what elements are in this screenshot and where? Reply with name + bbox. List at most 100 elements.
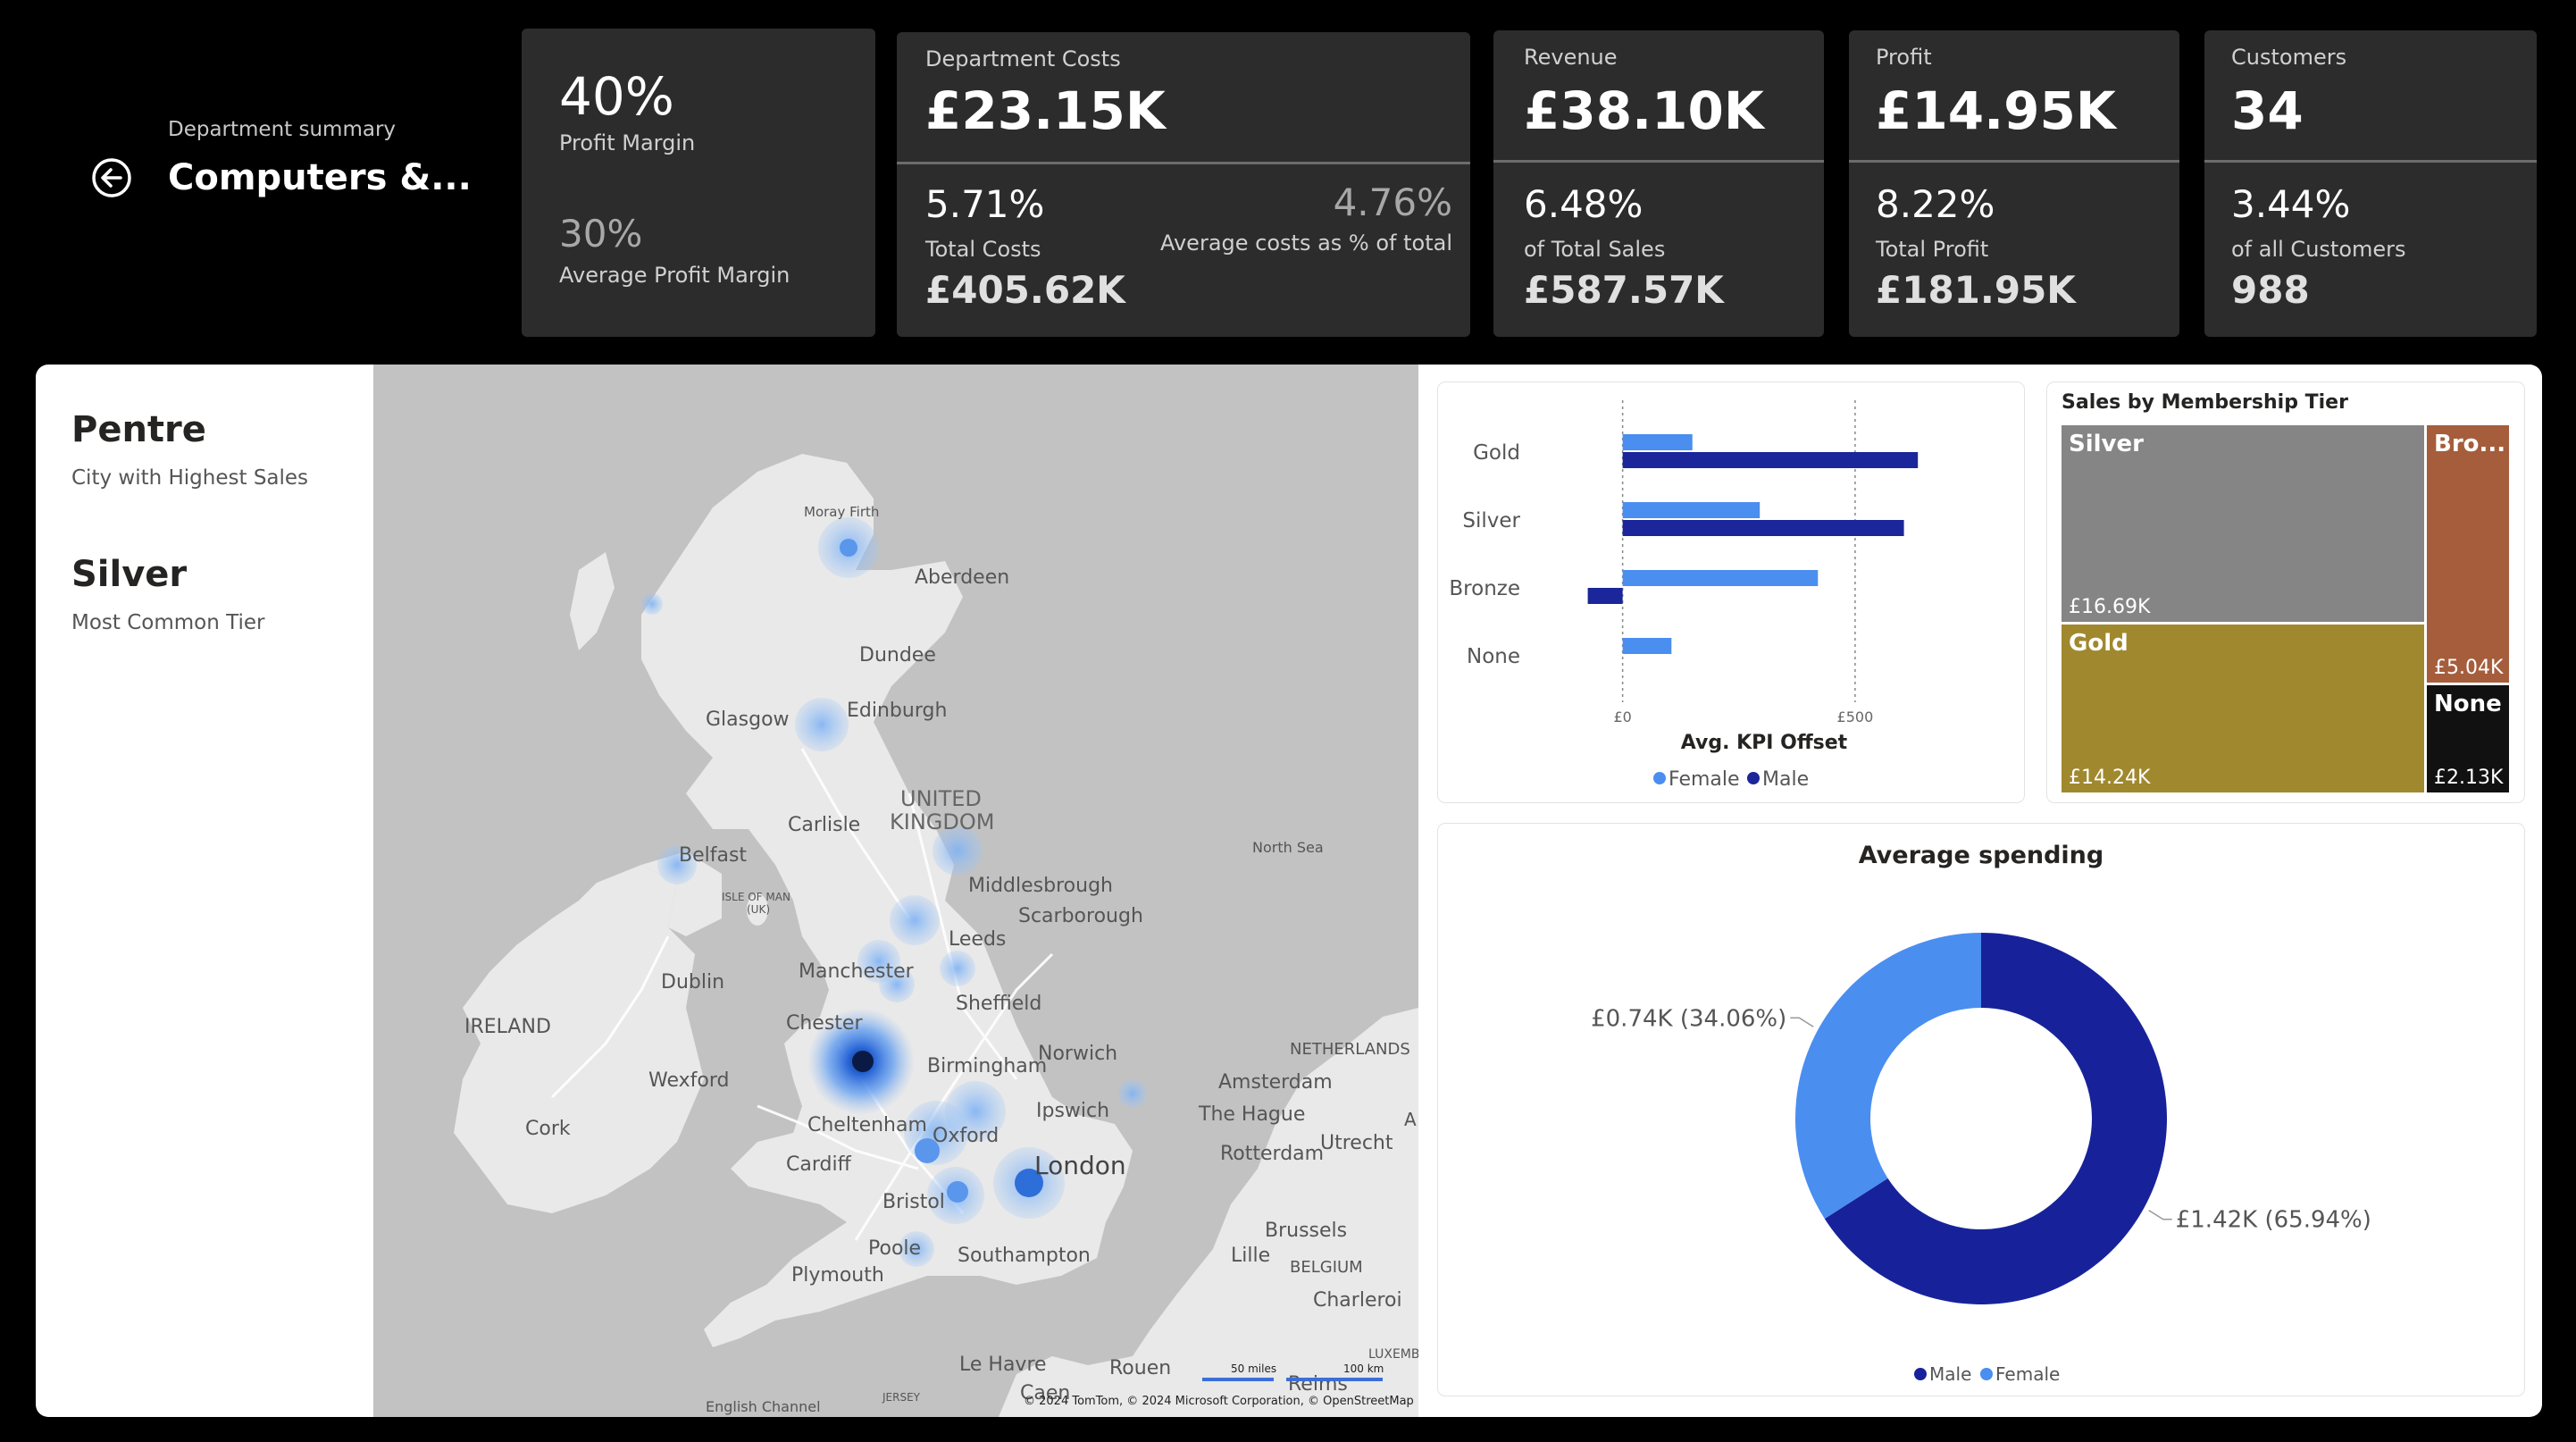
heat-point-core: [852, 1051, 874, 1072]
map-label: Cardiff: [786, 1153, 852, 1176]
map-scale-bar: 50 miles 100 km: [1202, 1362, 1384, 1381]
revenue-pct-label: of Total Sales: [1524, 237, 1666, 262]
isle-of-man-landmass: [747, 893, 768, 926]
profit-pct: 8.22%: [1876, 182, 1995, 226]
bar-female[interactable]: [1622, 434, 1693, 450]
page-title: Computers &...: [168, 157, 472, 198]
map-label: A: [1404, 1109, 1417, 1130]
legend-swatch-female: [1653, 772, 1666, 784]
profit-pct-label: Total Profit: [1876, 237, 1989, 262]
map-label: Amsterdam: [1218, 1071, 1333, 1094]
donut-slice-female[interactable]: [1795, 933, 1981, 1220]
map-label: BELGIUM: [1290, 1258, 1363, 1277]
leader-line: [2148, 1210, 2172, 1220]
total-costs-pct: 5.71%: [925, 182, 1045, 226]
map-label: UNITED: [900, 786, 982, 811]
revenue-pct: 6.48%: [1524, 182, 1643, 226]
bar-male[interactable]: [1622, 452, 1919, 468]
customers-card: Customers 34 3.44% of all Customers 988: [2204, 30, 2537, 337]
heat-points: [641, 517, 1147, 1267]
membership-treemap[interactable]: Sales by Membership Tier Silver £16.69K Go…: [2047, 382, 2524, 802]
map-label: Bristol: [882, 1191, 945, 1213]
category-label: Gold: [1473, 441, 1520, 465]
customers-total: 988: [2231, 268, 2310, 312]
treemap-tile[interactable]: Gold £14.24K: [2062, 625, 2424, 792]
map-label: Dundee: [859, 644, 936, 667]
hebrides-landmass: [570, 552, 615, 650]
heat-point: [933, 826, 983, 876]
bar-female[interactable]: [1622, 502, 1761, 518]
map-label: Edinburgh: [847, 700, 947, 722]
map-label: Dublin: [661, 971, 724, 993]
map-canvas: Moray Firth Aberdeen Dundee Glasgow Edin…: [454, 454, 1418, 1417]
average-spending-chart[interactable]: Average spending £1.42K (65.94%) £0.74K (3…: [1438, 824, 2524, 1396]
map-label: Rouen: [1109, 1357, 1171, 1379]
profit-margin-label: Profit Margin: [559, 130, 696, 155]
map-label: Manchester: [799, 960, 915, 983]
treemap-area: Silver £16.69K Gold £14.24K Bro... £5.04K None…: [2062, 425, 2512, 795]
bar-female[interactable]: [1622, 570, 1819, 586]
map-label: Leeds: [949, 928, 1006, 951]
top-tier-label: Most Common Tier: [71, 611, 265, 634]
profit-value: £14.95K: [1876, 80, 2116, 141]
map-label: Glasgow: [706, 708, 790, 731]
bar-male[interactable]: [1587, 588, 1623, 604]
avg-profit-margin-label: Average Profit Margin: [559, 263, 790, 288]
top-tier-value: Silver: [71, 554, 188, 595]
heat-point: [840, 539, 857, 557]
bar-male[interactable]: [1622, 520, 1904, 536]
heat-point: [1015, 1169, 1043, 1197]
map-label: Scarborough: [1018, 905, 1143, 927]
treemap-title: Sales by Membership Tier: [2062, 391, 2348, 414]
legend-label-male[interactable]: Male: [1762, 768, 1809, 791]
treemap-tile-label: None: [2434, 691, 2502, 717]
map-label: Utrecht: [1320, 1132, 1393, 1154]
avg-costs-pct: 4.76%: [1333, 180, 1452, 224]
treemap-tile-value: £14.24K: [2069, 767, 2151, 789]
back-button[interactable]: [91, 157, 132, 198]
legend-label-male[interactable]: Male: [1929, 1363, 1971, 1385]
map-label: Southampton: [958, 1245, 1091, 1267]
heat-point: [899, 1231, 934, 1267]
back-arrow-icon: [92, 158, 131, 197]
treemap-tile[interactable]: Silver £16.69K: [2062, 425, 2424, 622]
map-label: Charleroi: [1313, 1289, 1402, 1312]
map-label: LUXEMB: [1368, 1347, 1418, 1362]
legend-swatch-male: [1914, 1368, 1927, 1380]
revenue-value: £38.10K: [1524, 80, 1764, 141]
treemap-tile-value: £16.69K: [2069, 596, 2151, 618]
avg-profit-margin-value: 30%: [559, 212, 643, 256]
treemap-tile[interactable]: Bro... £5.04K: [2427, 425, 2509, 683]
legend-swatch-female: [1980, 1368, 1993, 1380]
treemap-tile[interactable]: None £2.13K: [2427, 685, 2509, 792]
donut-slice-male[interactable]: [1824, 933, 2167, 1304]
card-divider: [897, 162, 1470, 164]
map-label: (UK): [747, 903, 770, 916]
treemap-tile-label: Silver: [2069, 431, 2144, 457]
map-label: Belfast: [679, 844, 747, 867]
map-label: Birmingham: [927, 1055, 1047, 1077]
sales-map[interactable]: Moray Firth Aberdeen Dundee Glasgow Edin…: [373, 365, 1418, 1417]
map-label: Aberdeen: [915, 566, 1009, 589]
map-label: Reims: [1288, 1373, 1348, 1396]
legend-label-female[interactable]: Female: [1669, 768, 1740, 791]
map-label: Ipswich: [1036, 1100, 1109, 1122]
treemap-tile-value: £5.04K: [2434, 657, 2504, 679]
kpi-offset-chart[interactable]: £0 £500 Gold Silver Bronze None Avg. KPI Offse…: [1438, 382, 2024, 802]
card-divider: [1493, 160, 1824, 163]
profit-card: Profit £14.95K 8.22% Total Profit £181.9…: [1849, 30, 2179, 337]
legend-label-female[interactable]: Female: [1995, 1363, 2060, 1385]
x-axis-title: Avg. KPI Offset: [1681, 732, 1848, 754]
heat-point: [641, 593, 663, 615]
map-label: Wexford: [648, 1069, 729, 1092]
map-label: Sheffield: [956, 993, 1041, 1015]
department-costs-value: £23.15K: [925, 80, 1166, 141]
map-label: Middlesbrough: [968, 875, 1113, 897]
customers-value: 34: [2231, 80, 2304, 141]
card-divider: [2204, 160, 2537, 163]
europe-landmass: [999, 1008, 1418, 1417]
bar-female[interactable]: [1622, 638, 1672, 654]
customers-title: Customers: [2231, 45, 2347, 70]
category-label: Bronze: [1449, 577, 1520, 600]
customers-pct: 3.44%: [2231, 182, 2351, 226]
